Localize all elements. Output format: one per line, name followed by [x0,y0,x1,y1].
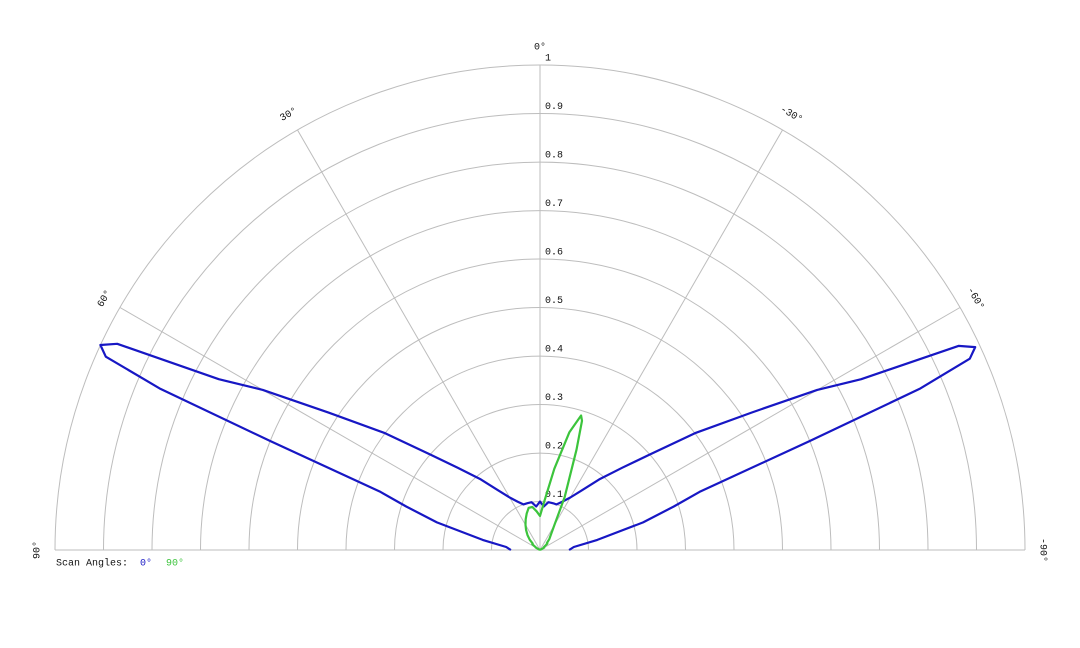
legend-title: Scan Angles: [56,558,128,570]
angle-label: 60° [95,288,114,310]
angle-label: 0° [534,42,546,54]
grid-spoke [119,307,541,551]
grid-spoke [539,129,783,551]
angle-label: -90° [1036,538,1048,562]
r-tick-label: 0.1 [545,490,563,501]
r-tick-label: 0.8 [545,151,563,162]
series-line [524,414,584,551]
angle-label: 30° [278,105,300,124]
r-tick-label: 0.6 [545,248,563,259]
r-tick-label: 0.2 [545,442,563,453]
r-tick-label: 0.3 [545,393,563,404]
legend-entry: 0° [140,558,152,570]
r-tick-label: 1 [545,54,551,65]
r-tick-label: 0.4 [545,345,563,356]
legend-entry: 90° [166,558,184,570]
angle-label: 90° [32,541,44,559]
grid-spoke [539,307,961,551]
grid-spoke [297,129,541,551]
r-tick-label: 0.5 [545,296,563,307]
angle-label: -60° [964,285,986,312]
r-tick-label: 0.9 [545,102,563,113]
r-tick-label: 0.7 [545,199,563,210]
angle-label: -30° [778,104,805,126]
